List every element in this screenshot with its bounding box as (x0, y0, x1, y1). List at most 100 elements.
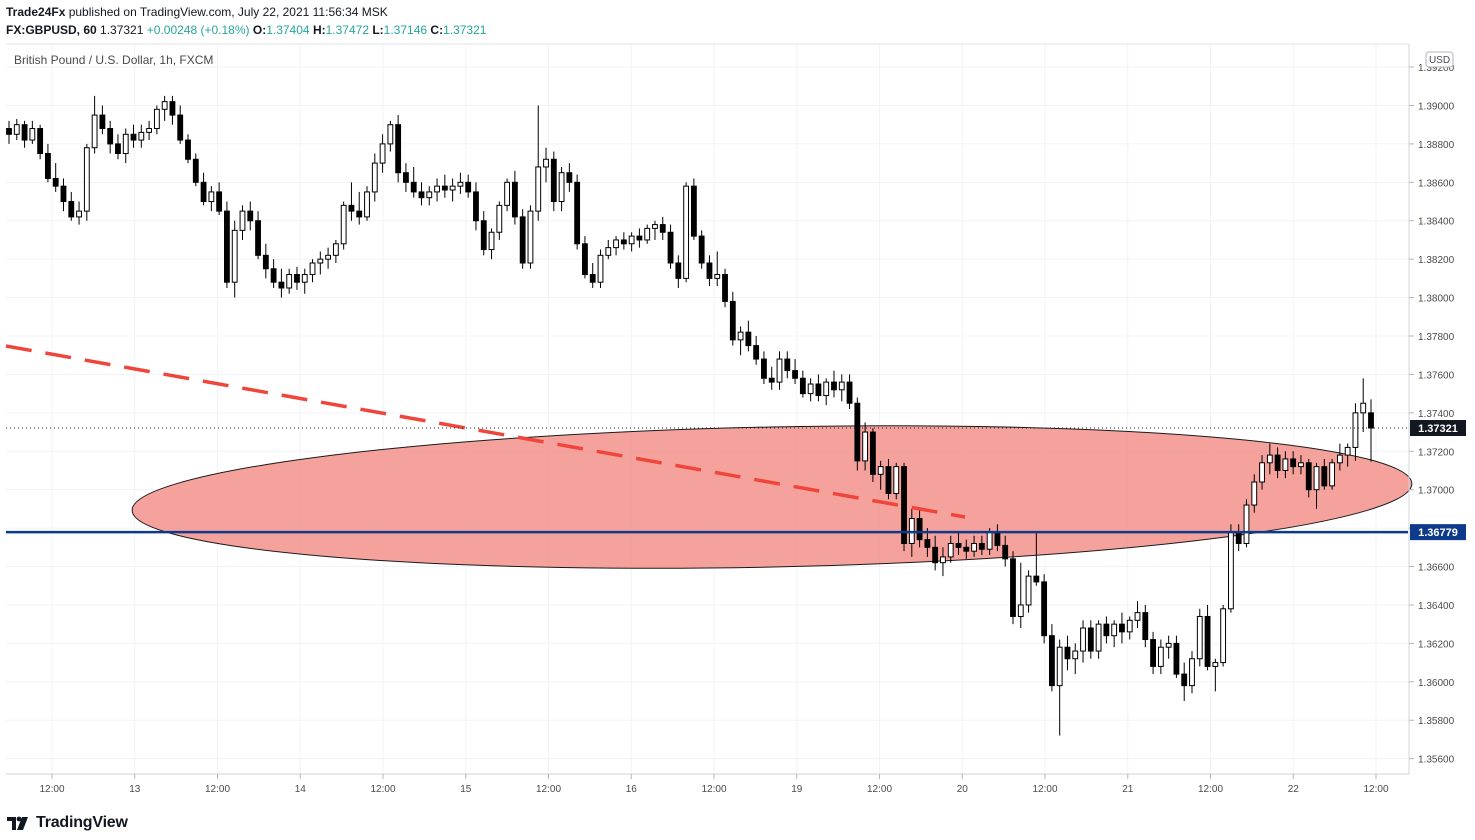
candle[interactable] (558, 166, 565, 212)
candle[interactable] (473, 182, 479, 231)
candle[interactable] (963, 539, 970, 559)
candle[interactable] (91, 95, 98, 154)
candle[interactable] (940, 547, 946, 577)
candle[interactable] (99, 105, 106, 135)
candle[interactable] (550, 151, 557, 212)
candle[interactable] (1212, 658, 1219, 692)
candle[interactable] (395, 115, 402, 183)
candle[interactable] (831, 370, 837, 398)
candle[interactable] (1173, 635, 1180, 678)
candle[interactable] (418, 182, 425, 206)
candle[interactable] (574, 174, 581, 250)
candle[interactable] (1056, 639, 1063, 736)
candle[interactable] (325, 247, 332, 269)
candle[interactable] (45, 143, 51, 183)
candle[interactable] (1080, 620, 1086, 663)
candle[interactable] (434, 178, 440, 202)
candle[interactable] (605, 239, 612, 260)
candle[interactable] (1010, 551, 1016, 625)
candle[interactable] (582, 236, 588, 279)
candle[interactable] (496, 201, 503, 240)
candle[interactable] (76, 201, 82, 225)
candle[interactable] (504, 178, 511, 212)
candle[interactable] (185, 134, 191, 164)
candle[interactable] (947, 535, 954, 563)
candle[interactable] (527, 205, 534, 269)
candle[interactable] (846, 374, 853, 409)
candle[interactable] (978, 535, 985, 555)
candle[interactable] (535, 105, 542, 221)
candle[interactable] (216, 182, 223, 215)
candle[interactable] (613, 236, 619, 256)
candle[interactable] (885, 458, 892, 500)
candle[interactable] (1368, 399, 1374, 462)
candle[interactable] (1352, 403, 1359, 461)
candle[interactable] (1033, 531, 1040, 586)
candle[interactable] (869, 428, 876, 482)
currency-badge[interactable]: USD (1425, 51, 1454, 68)
candle[interactable] (52, 163, 59, 192)
candle[interactable] (1087, 620, 1094, 659)
candle[interactable] (745, 320, 752, 352)
candle[interactable] (60, 178, 67, 212)
candle[interactable] (971, 535, 977, 557)
candle[interactable] (1313, 462, 1320, 509)
candle[interactable] (659, 216, 666, 240)
candle[interactable] (838, 374, 845, 402)
candle[interactable] (519, 209, 526, 269)
candle[interactable] (823, 378, 830, 406)
candle[interactable] (1181, 662, 1188, 701)
candle[interactable] (301, 268, 308, 294)
candle[interactable] (799, 370, 806, 398)
candle[interactable] (1048, 624, 1055, 692)
candle[interactable] (1266, 443, 1273, 475)
candle[interactable] (153, 105, 160, 135)
candle[interactable] (1119, 612, 1125, 644)
candle[interactable] (1072, 643, 1079, 675)
candle[interactable] (1126, 616, 1133, 640)
trend-line[interactable] (5, 344, 966, 519)
candle[interactable] (169, 95, 176, 125)
candle[interactable] (1360, 378, 1367, 433)
candle[interactable] (854, 397, 861, 471)
candle[interactable] (364, 186, 370, 221)
candle[interactable] (371, 153, 378, 202)
candle[interactable] (628, 232, 635, 252)
candle[interactable] (488, 228, 495, 260)
candle[interactable] (449, 178, 456, 202)
candle[interactable] (262, 243, 269, 279)
candle[interactable] (784, 351, 791, 379)
candle[interactable] (332, 239, 339, 263)
candle[interactable] (1189, 651, 1195, 694)
candle[interactable] (1243, 499, 1250, 548)
candle[interactable] (1134, 601, 1141, 628)
candle[interactable] (426, 186, 433, 206)
candle[interactable] (37, 124, 44, 160)
candle[interactable] (667, 224, 674, 269)
candle[interactable] (566, 163, 573, 192)
candle[interactable] (403, 163, 409, 192)
candle[interactable] (387, 120, 394, 152)
publisher-name[interactable]: Trade24Fx (6, 5, 66, 19)
candle[interactable] (83, 143, 90, 221)
candle[interactable] (146, 120, 153, 141)
candle[interactable] (1251, 474, 1258, 513)
candle[interactable] (1095, 620, 1102, 659)
candle[interactable] (247, 201, 254, 231)
candle[interactable] (317, 251, 324, 275)
candle[interactable] (698, 230, 705, 269)
candle[interactable] (465, 174, 472, 198)
candle[interactable] (1157, 639, 1164, 675)
candle[interactable] (122, 128, 129, 164)
candle[interactable] (278, 268, 285, 298)
candle[interactable] (675, 255, 682, 288)
candle[interactable] (1142, 604, 1149, 648)
candle[interactable] (29, 120, 36, 144)
candle[interactable] (356, 191, 363, 225)
candle[interactable] (239, 205, 246, 240)
candle[interactable] (1227, 524, 1234, 613)
candle[interactable] (706, 255, 713, 287)
candle[interactable] (768, 366, 775, 390)
candle[interactable] (1298, 455, 1304, 475)
